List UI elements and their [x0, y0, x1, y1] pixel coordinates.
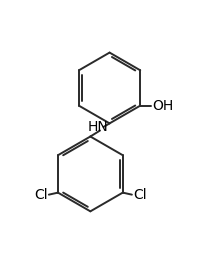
Text: Cl: Cl — [132, 188, 146, 202]
Text: Cl: Cl — [34, 188, 48, 202]
Text: HN: HN — [87, 120, 108, 134]
Text: OH: OH — [152, 99, 173, 113]
